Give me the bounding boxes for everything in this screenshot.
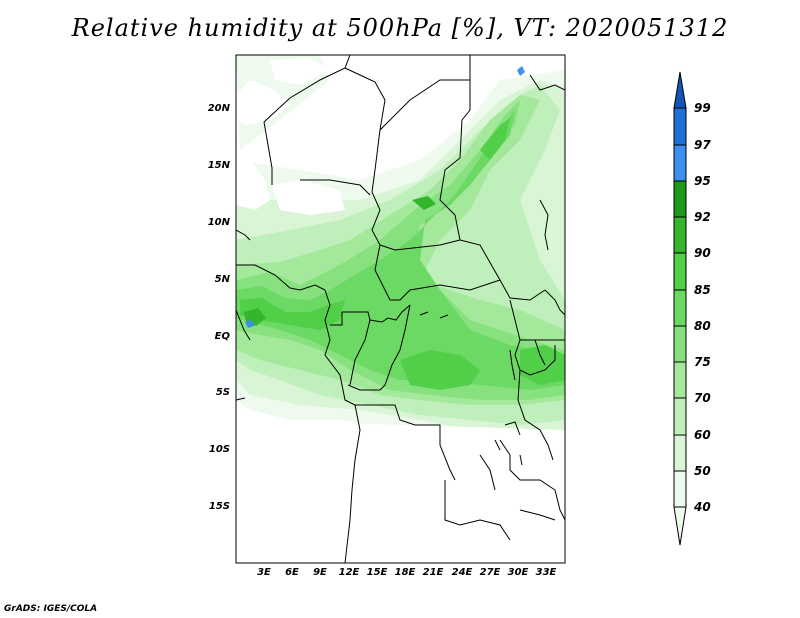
humidity-shading [236, 55, 565, 563]
lon-label-9e: 9E [313, 567, 327, 578]
lat-label-5n: 5N [214, 274, 230, 285]
colorbar-label-75: 75 [694, 355, 711, 369]
colorbar-label-95: 95 [694, 174, 711, 188]
lat-label-5s: 5S [215, 387, 230, 398]
country-borders [236, 55, 565, 563]
lon-label-21e: 21E [422, 567, 444, 578]
lon-label-27e: 27E [479, 567, 501, 578]
colorbar-label-50: 50 [694, 464, 711, 478]
lon-label-3e: 3E [257, 567, 271, 578]
colorbar-label-70: 70 [694, 391, 711, 405]
map-frame [235, 54, 566, 564]
lon-label-18e: 18E [394, 567, 416, 578]
map-title: Relative humidity at 500hPa [%], VT: 202… [71, 14, 729, 42]
lat-label-15n: 15N [207, 160, 230, 171]
lon-label-12e: 12E [338, 567, 360, 578]
lat-label-20n: 20N [207, 103, 230, 114]
credit-text: GrADS: IGES/COLA [4, 604, 98, 614]
lat-label-eq: EQ [214, 331, 230, 342]
colorbar-label-80: 80 [694, 319, 711, 333]
colorbar-label-97: 97 [694, 138, 711, 152]
colorbar-label-99: 99 [694, 101, 711, 115]
colorbar-label-90: 90 [694, 246, 711, 260]
lon-label-30e: 30E [507, 567, 529, 578]
lon-label-33e: 33E [535, 567, 557, 578]
lat-label-10n: 10N [207, 217, 230, 228]
colorbar [673, 71, 687, 546]
lat-label-10s: 10S [208, 444, 230, 455]
colorbar-label-60: 60 [694, 428, 711, 442]
lat-label-15s: 15S [208, 501, 230, 512]
lon-label-24e: 24E [451, 567, 473, 578]
lon-label-6e: 6E [285, 567, 299, 578]
colorbar-label-92: 92 [694, 210, 711, 224]
colorbar-label-40: 40 [694, 500, 711, 514]
lon-label-15e: 15E [366, 567, 388, 578]
colorbar-label-85: 85 [694, 283, 711, 297]
